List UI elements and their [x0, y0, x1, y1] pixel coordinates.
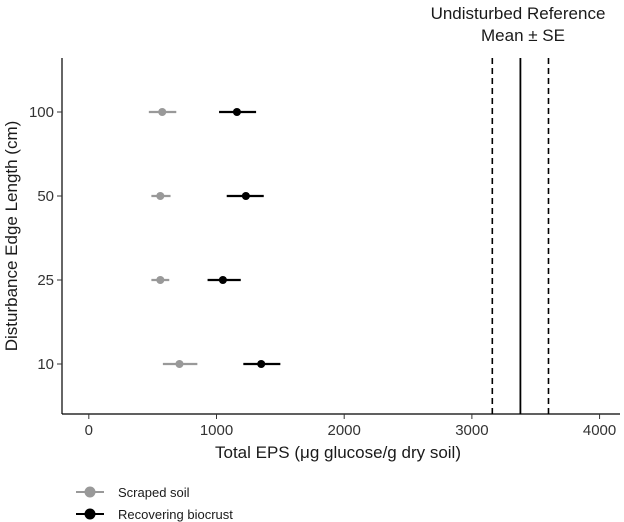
x-tick-label: 2000 [328, 422, 361, 439]
data-point [175, 360, 184, 368]
data-point [156, 276, 165, 284]
legend: Scraped soil Recovering biocrust [76, 485, 233, 522]
y-tick-label: 100 [29, 104, 54, 121]
reference-title-line-1: Undisturbed Reference [431, 4, 606, 23]
y-ticks: 10 25 50 100 [29, 104, 62, 373]
x-tick-label: 3000 [455, 422, 488, 439]
data-point [241, 192, 250, 200]
axes [61, 58, 620, 415]
data-marks [148, 108, 281, 368]
x-tick-label: 4000 [583, 422, 616, 439]
data-point [156, 192, 165, 200]
legend-label: Scraped soil [118, 485, 190, 500]
x-tick-label: 0 [85, 422, 93, 439]
data-point [232, 108, 241, 116]
x-tick-label: 1000 [200, 422, 233, 439]
y-tick-label: 25 [37, 272, 54, 289]
legend-marker [84, 508, 96, 520]
y-axis-title: Disturbance Edge Length (cm) [2, 121, 21, 352]
data-point [218, 276, 227, 284]
y-tick-label: 50 [37, 188, 54, 205]
data-point [158, 108, 167, 116]
y-tick-label: 10 [37, 356, 54, 373]
reference-annotation: Undisturbed Reference Mean ± SE [431, 4, 606, 45]
reference-title-line-2: Mean ± SE [481, 26, 565, 45]
legend-label: Recovering biocrust [118, 507, 233, 522]
data-point [257, 360, 266, 368]
x-ticks: 0 1000 2000 3000 4000 [85, 414, 616, 439]
legend-marker [84, 486, 96, 498]
x-axis-title: Total EPS (μg glucose/g dry soil) [215, 443, 461, 462]
reference-lines [491, 58, 550, 414]
